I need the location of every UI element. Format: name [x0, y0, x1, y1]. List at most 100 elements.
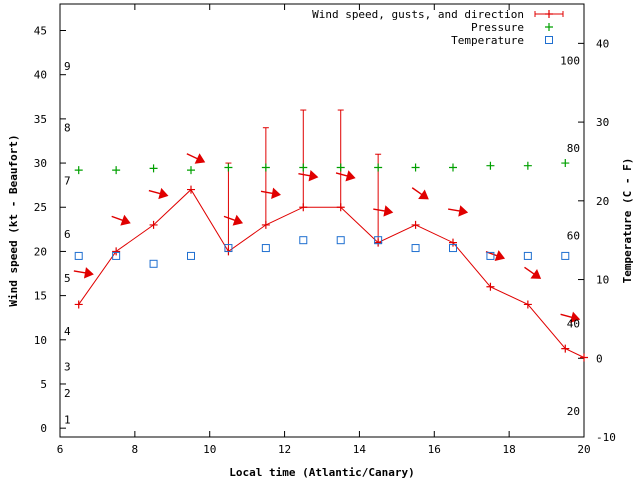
beaufort-label: 8: [64, 122, 71, 135]
pressure-point: [299, 163, 308, 172]
pressure-point: [561, 159, 570, 168]
pressure-point: [486, 161, 495, 170]
wind-direction-arrow: [186, 153, 206, 164]
wind-direction-arrow-shape: [73, 267, 94, 279]
wind-direction-arrow-shape: [485, 250, 506, 261]
temperature-point: [486, 251, 495, 260]
beaufort-label: 1: [64, 413, 71, 426]
wind-direction-arrow-shape: [524, 266, 542, 279]
wind-direction-arrow-shape: [148, 187, 169, 200]
y2-tick-label: 10: [596, 274, 609, 287]
wind-direction-arrow-shape: [335, 170, 356, 182]
plot-border: [59, 3, 585, 438]
wind-direction-arrow: [335, 170, 356, 182]
temperature-point: [336, 236, 345, 245]
fahrenheit-label: 60: [567, 229, 580, 242]
y-tick-label: 40: [34, 69, 47, 82]
pressure-point: [374, 163, 383, 172]
wind-direction-arrow: [260, 187, 281, 200]
temperature-point: [561, 251, 570, 260]
fahrenheit-label: 20: [567, 405, 580, 418]
y2-tick-label: -10: [596, 431, 616, 444]
y-tick-label: 10: [34, 334, 47, 347]
temperature-point: [224, 244, 233, 253]
x-axis-label: Local time (Atlantic/Canary): [229, 466, 414, 479]
wind-direction-arrow-shape: [411, 187, 429, 200]
beaufort-label: 6: [64, 228, 71, 241]
wind-direction-arrow: [223, 214, 244, 226]
wind-direction-arrow-shape: [373, 205, 394, 217]
wind-speed-point: [112, 247, 121, 256]
wind-direction-arrow: [411, 187, 429, 200]
wind-direction-arrow: [73, 267, 94, 279]
wind-direction-arrow: [298, 169, 319, 182]
y-axis-label: Wind speed (kt - Beaufort): [7, 134, 20, 306]
pressure-point: [224, 163, 233, 172]
temperature-point: [149, 259, 158, 268]
beaufort-label: 3: [64, 360, 71, 373]
x-tick-label: 8: [132, 443, 139, 456]
fahrenheit-label: 100: [560, 55, 580, 68]
beaufort-label: 4: [64, 325, 71, 338]
legend-label: Wind speed, gusts, and direction: [312, 8, 524, 21]
wind-speed-point: [580, 353, 588, 362]
y2-axis-label: Temperature (C - F): [621, 158, 634, 284]
fahrenheit-label: 40: [567, 318, 580, 331]
x-tick-label: 14: [353, 443, 367, 456]
y-tick-label: 5: [40, 378, 47, 391]
wind-direction-arrow-shape: [260, 187, 281, 200]
pressure-point: [411, 163, 420, 172]
legend-label: Temperature: [451, 34, 524, 47]
wind-speed-point: [486, 282, 495, 291]
y-tick-label: 25: [34, 201, 47, 214]
wind-direction-arrow-shape: [298, 169, 319, 182]
wind-speed-line: [78, 188, 585, 358]
wind-speed-point: [74, 300, 83, 309]
y-tick-label: 45: [34, 25, 47, 38]
y-tick-label: 0: [40, 422, 47, 435]
temperature-point: [74, 251, 83, 260]
y2-tick-label: 20: [596, 195, 609, 208]
wind-direction-arrow-shape: [111, 214, 131, 226]
wind-speed-point: [411, 220, 420, 229]
temperature-point: [261, 244, 270, 253]
wind-direction-arrow: [148, 187, 169, 200]
pressure-point: [187, 166, 195, 175]
text-layer: 6 8 10 12 14 16 18 20051015202530354045-1001020…: [7, 8, 634, 479]
wind-direction-arrow: [373, 205, 394, 217]
temperature-point: [299, 236, 308, 245]
y-tick-label: 20: [34, 245, 47, 258]
wind-speed-point: [187, 185, 195, 194]
wind-speed-point: [149, 220, 158, 229]
plot-frame-layer: [59, 3, 585, 438]
temperature-point: [112, 251, 121, 260]
pressure-point: [336, 163, 345, 172]
wind-direction-arrow-shape: [560, 311, 581, 323]
y-tick-label: 35: [34, 113, 47, 126]
legend-pressure-marker: [545, 23, 553, 31]
x-tick-label: 16: [428, 443, 441, 456]
temperature-point: [187, 251, 195, 260]
y2-tick-label: 30: [596, 116, 609, 129]
wind-direction-arrow: [448, 205, 469, 217]
wind-direction-arrow-shape: [186, 153, 206, 164]
beaufort-label: 5: [64, 272, 71, 285]
beaufort-label: 2: [64, 387, 71, 400]
marks-layer: [73, 10, 588, 362]
x-tick-label: 20: [577, 443, 590, 456]
pressure-point: [261, 163, 270, 172]
beaufort-label: 7: [64, 175, 71, 188]
x-tick-label: 18: [503, 443, 516, 456]
temperature-point: [411, 244, 420, 253]
x-tick-label: 6: [57, 443, 64, 456]
temperature-point: [523, 251, 532, 260]
y-tick-label: 30: [34, 157, 47, 170]
pressure-point: [112, 166, 121, 175]
wind-speed-point: [561, 344, 570, 353]
wind-direction-arrow-shape: [448, 205, 469, 217]
legend-temperature-marker: [545, 36, 553, 44]
pressure-point: [449, 163, 457, 172]
y2-tick-label: 40: [596, 37, 609, 50]
wind-direction-arrow: [560, 311, 581, 323]
